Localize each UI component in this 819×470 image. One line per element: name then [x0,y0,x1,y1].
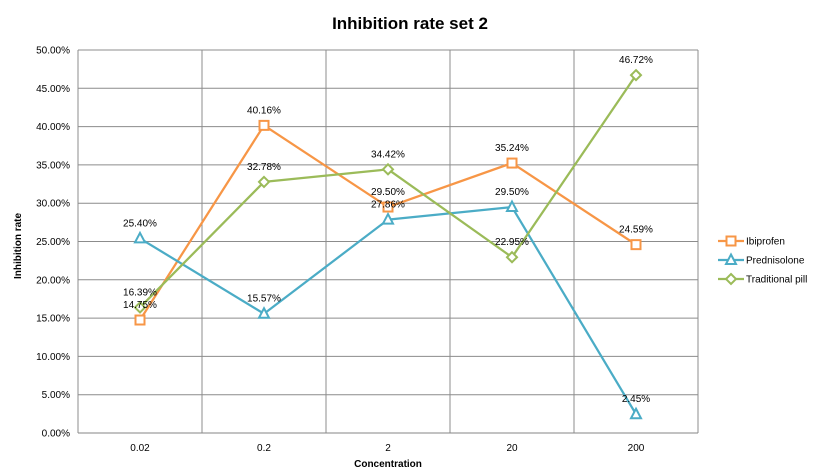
y-axis-title: Inhibition rate [13,213,24,280]
legend-label: Traditional pill [746,275,807,286]
series-line [139,205,637,415]
data-label: 27.86% [371,200,405,211]
data-point [133,230,147,244]
data-label: 2.45% [622,394,650,405]
data-label: 25.40% [123,218,157,229]
chart-title: Inhibition rate set 2 [332,14,488,33]
legend-marker [724,252,738,265]
legend-item: Ibiprofen [718,235,785,248]
data-point [629,68,643,82]
y-tick-label: 20.00% [36,275,70,286]
x-tick-label: 2 [385,443,391,454]
data-point [505,199,519,213]
series-layer [133,68,643,420]
data-point [258,119,270,131]
y-tick-label: 30.00% [36,199,70,210]
y-tick-label: 50.00% [36,46,70,57]
legend-item: Prednisolone [718,252,805,267]
y-tick-label: 40.00% [36,122,70,133]
data-point [381,162,395,176]
legend-marker [724,272,738,286]
legend-item: Traditional pill [718,272,807,286]
legend: Ibiprofen Prednisolone Traditional pill [718,235,807,286]
data-point [629,406,643,420]
series-ibiprofen [134,119,642,326]
data-label: 40.16% [247,105,281,116]
data-label: 35.24% [495,143,529,154]
data-label: 29.50% [371,187,405,198]
y-tick-label: 5.00% [42,390,70,401]
data-label: 22.95% [495,237,529,248]
data-labels: 14.75% 40.16% 29.50% 35.24% 24.59% 25.40% 15.5… [123,55,653,405]
data-point [257,175,271,189]
data-point [134,314,146,326]
data-label: 15.57% [247,294,281,305]
x-axis-title: Concentration [354,459,422,470]
x-tick-label: 200 [628,443,645,454]
y-tick-label: 45.00% [36,84,70,95]
grid [77,49,699,434]
data-label: 14.75% [123,300,157,311]
legend-marker [725,235,737,247]
data-point [381,211,395,225]
data-label: 34.42% [371,149,405,160]
legend-label: Ibiprofen [746,237,785,248]
data-point [133,301,147,314]
x-tick-label: 0.2 [257,443,271,454]
x-tick-label: 0.02 [130,443,150,454]
data-point [630,239,642,251]
series-traditional-pill [133,68,643,314]
x-tick-label: 20 [506,443,518,454]
axes: 0.00% 5.00% 10.00% 15.00% 20.00% 25.00% 30.00%… [36,46,698,454]
y-tick-label: 0.00% [42,429,70,440]
data-point [257,306,271,319]
y-tick-label: 10.00% [36,352,70,363]
y-tick-label: 15.00% [36,314,70,325]
data-point [506,157,518,169]
legend-label: Prednisolone [746,256,805,267]
data-point [505,250,519,264]
series-prednisolone [133,199,643,420]
data-point [382,201,394,213]
data-label: 24.59% [619,225,653,236]
data-label: 16.39% [123,287,157,298]
data-label: 29.50% [495,187,529,198]
y-tick-label: 25.00% [36,237,70,248]
data-label: 46.72% [619,55,653,66]
data-label: 32.78% [247,162,281,173]
y-tick-label: 35.00% [36,160,70,171]
